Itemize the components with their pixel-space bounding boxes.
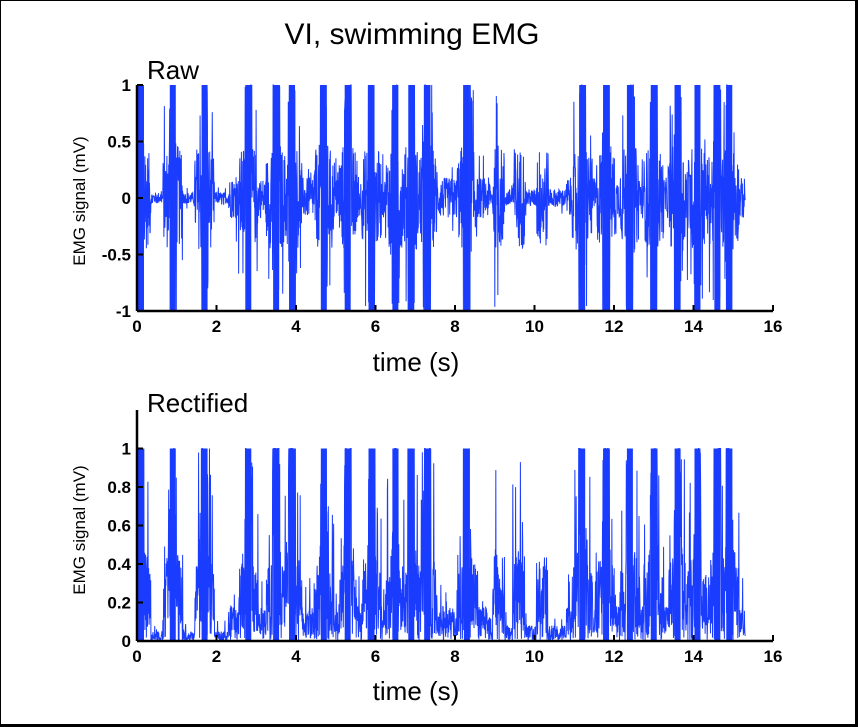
x-tick-label: 6 [371,317,380,336]
raw-axes: 0 2 4 6 8 10 12 14 16 -1 -0.5 0 0.5 1 [102,76,783,336]
saturated-burst-mark [726,85,733,311]
saturated-burst-mark [245,85,252,311]
saturated-burst-mark [650,448,657,641]
y-tick-label: 1 [122,76,131,95]
saturated-burst-mark [674,85,681,311]
saturated-burst-mark [289,85,296,311]
saturated-burst-mark [626,448,633,641]
x-tick-label: 14 [684,317,703,336]
x-tick-label: 2 [212,317,221,336]
saturated-burst-mark [344,448,351,641]
y-tick-label: -1 [116,302,131,321]
x-tick-label: 14 [684,647,703,666]
saturated-burst-mark [368,85,375,311]
raw-emg-trace [136,84,746,312]
saturated-burst-mark [463,448,470,641]
rectified-axes: 0 2 4 6 8 10 12 14 16 0 0.2 0.4 0.6 0.8 1 [107,410,782,666]
saturated-burst-mark [603,85,610,311]
saturated-burst-mark [408,448,415,641]
saturated-burst-mark [169,85,176,311]
saturated-burst-mark [320,448,327,641]
y-tick-label: 0.6 [107,517,131,536]
saturated-burst-mark [137,448,144,641]
x-tick-label: 16 [764,647,783,666]
raw-x-axis-label: time (s) [373,347,460,377]
x-tick-label: 0 [132,647,141,666]
y-tick-label: 0.2 [107,594,131,613]
saturated-burst-mark [392,85,399,311]
saturated-burst-mark [273,85,280,311]
saturated-burst-mark [424,448,431,641]
saturated-burst-mark [603,448,610,641]
y-tick-label: 0.8 [107,478,131,497]
saturated-burst-mark [320,85,327,311]
y-tick-label: -0.5 [102,246,131,265]
saturated-burst-mark [694,448,701,641]
y-tick-label: 0 [122,632,131,651]
rectified-y-axis-label: EMG signal (mV) [70,465,89,594]
x-tick-label: 10 [525,647,544,666]
saturated-burst-mark [674,448,681,641]
saturated-burst-mark [626,85,633,311]
rectified-panel: Rectified 0 2 4 6 8 10 12 14 16 0 0.2 0.4 0.6 0.8 1 ti… [70,388,782,706]
saturated-burst-mark [368,448,375,641]
x-tick-label: 12 [605,647,624,666]
saturated-burst-mark [245,448,252,641]
x-tick-label: 0 [132,317,141,336]
x-tick-label: 16 [764,317,783,336]
saturated-burst-mark [289,448,296,641]
saturated-burst-mark [650,85,657,311]
raw-panel-title: Raw [147,55,199,85]
saturated-burst-mark [726,448,733,641]
rectified-emg-trace [136,448,746,643]
x-tick-label: 12 [605,317,624,336]
y-tick-label: 0 [122,189,131,208]
x-tick-label: 4 [291,317,301,336]
raw-panel: Raw 0 2 4 6 8 10 12 14 16 -1 -0.5 0 0.5 1 time (s) EM… [70,55,782,377]
x-tick-label: 2 [212,647,221,666]
x-tick-label: 4 [291,647,301,666]
rectified-panel-title: Rectified [147,388,248,418]
saturated-burst-mark [579,448,586,641]
y-tick-label: 0.4 [107,555,131,574]
saturated-burst-mark [392,448,399,641]
x-tick-label: 8 [450,317,459,336]
saturated-burst-mark [201,85,208,311]
y-tick-label: 1 [122,440,131,459]
x-tick-label: 10 [525,317,544,336]
saturated-burst-mark [273,448,280,641]
rectified-x-axis-label: time (s) [373,676,460,706]
figure-title: VI, swimming EMG [284,18,539,51]
raw-y-axis-label: EMG signal (mV) [70,136,89,265]
saturated-burst-mark [714,448,721,641]
saturated-burst-mark [463,85,470,311]
saturated-burst-mark [201,448,208,641]
emg-series-line [136,84,746,312]
saturated-burst-mark [408,85,415,311]
saturated-burst-mark [344,85,351,311]
y-tick-label: 0.5 [107,133,131,152]
saturated-burst-mark [424,85,431,311]
x-tick-label: 8 [450,647,459,666]
emg-series-line [136,448,746,643]
saturated-burst-mark [714,85,721,311]
saturated-burst-mark [694,85,701,311]
saturated-burst-mark [579,85,586,311]
x-tick-label: 6 [371,647,380,666]
saturated-burst-mark [169,448,176,641]
